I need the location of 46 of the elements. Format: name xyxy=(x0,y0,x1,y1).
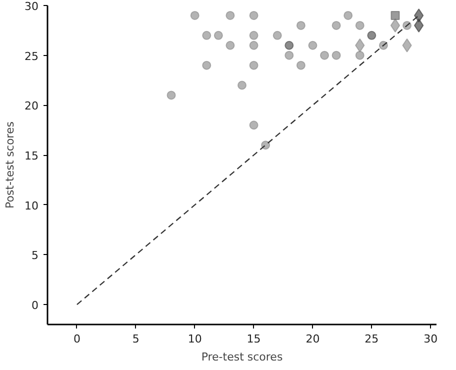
point xyxy=(272,30,282,40)
point xyxy=(249,120,258,130)
point xyxy=(355,20,364,30)
point xyxy=(390,10,400,20)
x-axis-title: Pre-test scores xyxy=(201,350,283,364)
y-tick-label: 30 xyxy=(24,0,39,13)
point xyxy=(284,40,294,50)
point xyxy=(226,40,235,50)
x-tick-label: 15 xyxy=(246,332,261,346)
x-tick-label: 30 xyxy=(424,332,438,346)
point xyxy=(166,90,176,100)
y-tick-label: 5 xyxy=(32,249,38,262)
point xyxy=(190,10,200,20)
point xyxy=(367,30,376,40)
point xyxy=(332,20,341,30)
point xyxy=(296,60,306,70)
x-tick-label: 0 xyxy=(73,332,80,346)
point xyxy=(238,80,246,90)
x-tick-label: 5 xyxy=(132,332,140,346)
y-tick-label: 15 xyxy=(24,150,39,163)
point xyxy=(249,10,258,20)
point xyxy=(202,60,212,70)
point xyxy=(261,140,270,150)
point xyxy=(249,60,258,70)
point xyxy=(296,20,306,30)
x-tick-label: 20 xyxy=(306,332,320,346)
point xyxy=(344,10,353,20)
y-tick-label: 20 xyxy=(24,100,39,113)
point xyxy=(214,30,223,40)
point xyxy=(226,10,235,20)
y-tick-label: 0 xyxy=(32,299,38,312)
point xyxy=(390,18,400,32)
point xyxy=(355,50,364,60)
x-tick-label: 10 xyxy=(188,332,202,346)
point xyxy=(249,40,258,50)
point xyxy=(414,18,424,32)
point xyxy=(332,50,341,60)
point xyxy=(202,30,212,40)
point xyxy=(249,30,258,40)
point xyxy=(320,50,330,60)
y-tick-label: 10 xyxy=(24,199,39,212)
y-tick-label: 25 xyxy=(24,50,39,63)
x-tick-label: 25 xyxy=(364,332,379,346)
point xyxy=(284,50,294,60)
point xyxy=(308,40,318,50)
y-axis-title: Post-test scores xyxy=(4,121,17,208)
